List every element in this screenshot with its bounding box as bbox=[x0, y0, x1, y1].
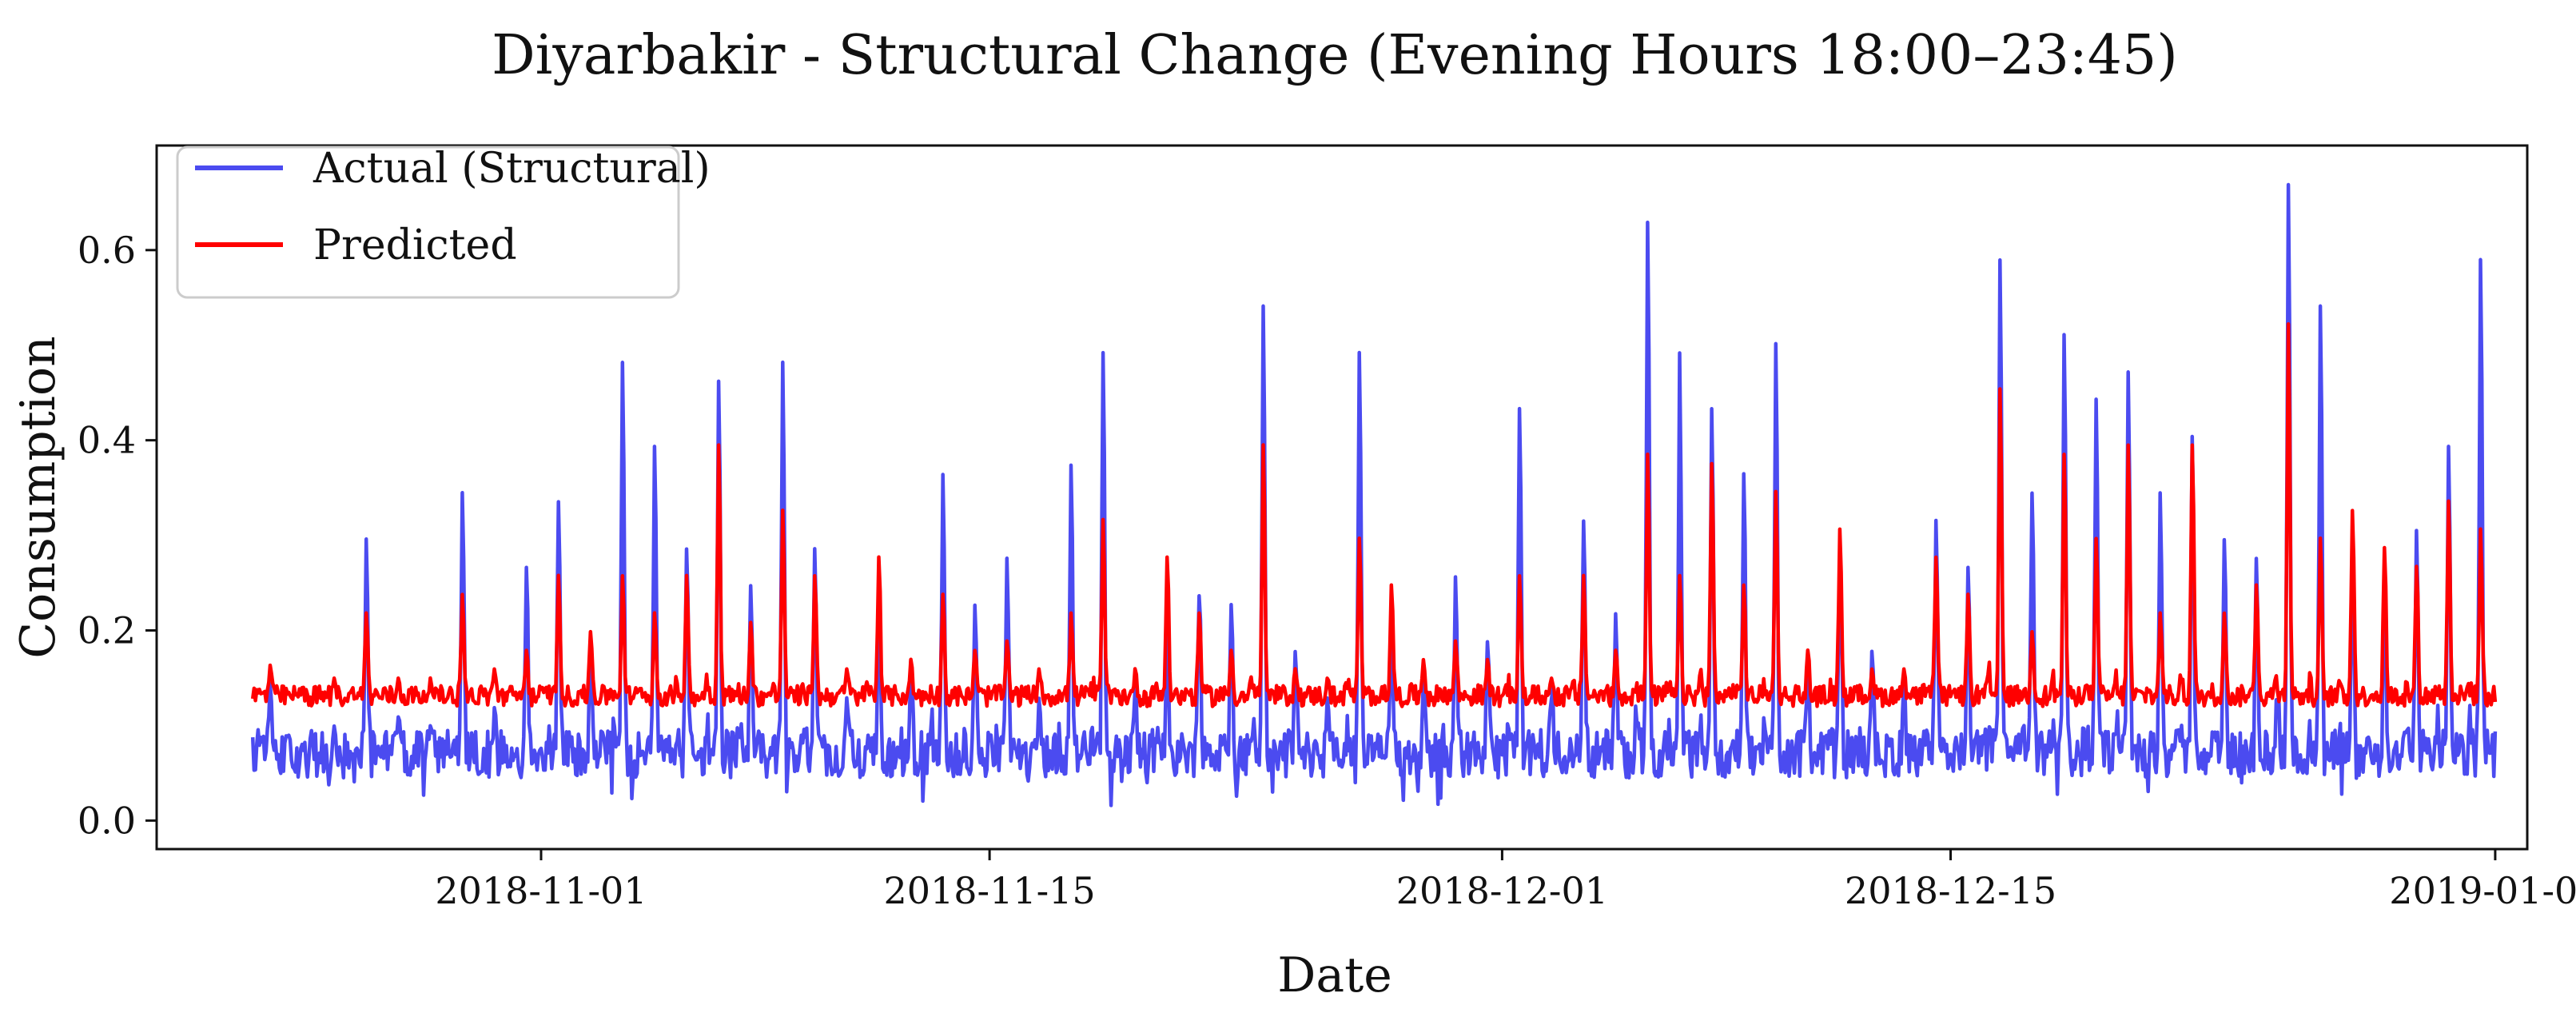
x-tick-label: 2019-01-01 bbox=[2389, 869, 2576, 912]
y-tick-label: 0.2 bbox=[78, 608, 136, 652]
y-tick-label: 0.4 bbox=[78, 419, 136, 462]
y-axis: 0.0 0.2 0.4 0.6 bbox=[78, 229, 157, 842]
legend: Actual (Structural) Predicted bbox=[176, 145, 711, 299]
plot-frame bbox=[155, 144, 2529, 851]
legend-label-actual: Actual (Structural) bbox=[313, 145, 711, 193]
y-tick-label: 0.6 bbox=[78, 229, 136, 272]
series-line-actual bbox=[250, 182, 2498, 808]
chart-title: Diyarbakir - Structural Change (Evening … bbox=[492, 24, 2178, 87]
plot-area bbox=[250, 182, 2498, 808]
x-tick-label: 2018-11-01 bbox=[435, 869, 647, 912]
series-layer bbox=[250, 182, 2498, 808]
x-tick-label: 2018-12-01 bbox=[1396, 869, 1608, 912]
x-tick-label: 2018-11-15 bbox=[883, 869, 1095, 912]
series-line-predicted bbox=[250, 321, 2498, 708]
legend-box bbox=[176, 146, 680, 299]
x-axis: 2018-11-01 2018-11-15 2018-12-01 2018-12-15… bbox=[435, 849, 2576, 912]
legend-label-predicted: Predicted bbox=[313, 221, 517, 269]
x-tick-label: 2018-12-15 bbox=[1845, 869, 2056, 912]
y-tick-label: 0.0 bbox=[78, 799, 136, 842]
x-axis-label: Date bbox=[1277, 947, 1392, 1003]
y-axis-label: Consumption bbox=[10, 336, 66, 658]
